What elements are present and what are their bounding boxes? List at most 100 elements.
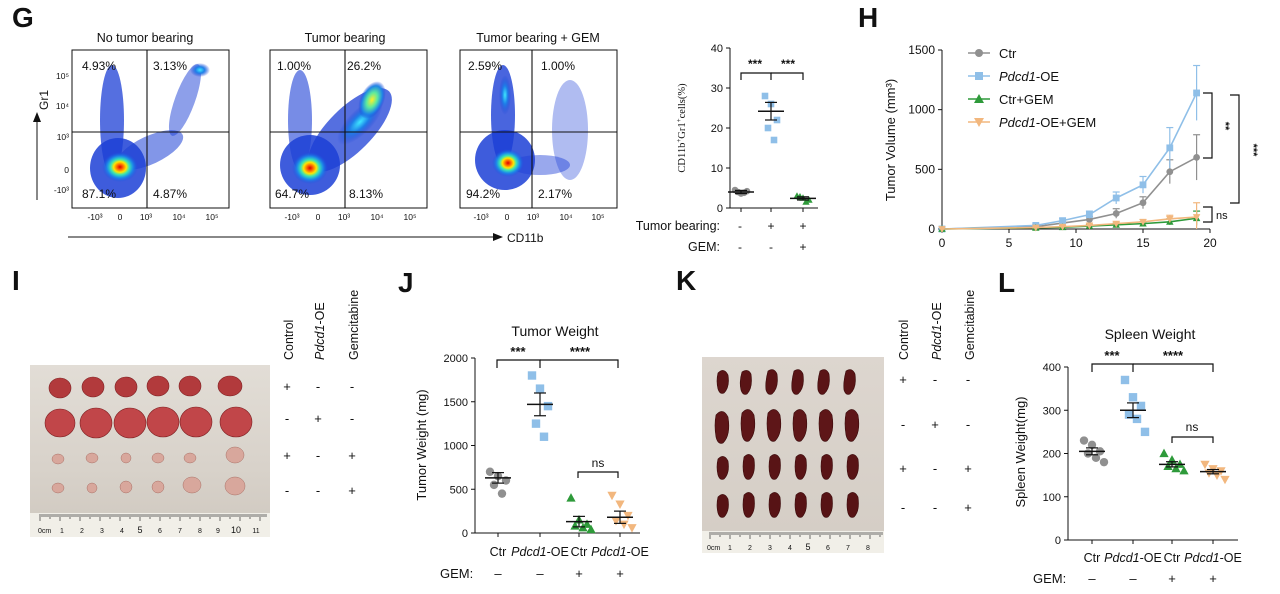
data-point	[1059, 217, 1066, 225]
spleen-photo: 0cm 1 2 3 4 5 6 7 8	[702, 357, 884, 553]
legend-ctr-gem-marker	[974, 94, 984, 103]
g-tumor-label: Tumor bearing:	[636, 219, 720, 233]
k-sign: +	[899, 461, 907, 476]
y-tick-label: 0	[717, 203, 723, 215]
h-ylabel: Tumor Volume (mm³)	[883, 79, 898, 201]
flow-quadrant-ll: 64.7%	[275, 187, 309, 201]
ruler-number: 2	[748, 545, 752, 552]
i-sign: -	[285, 411, 289, 426]
series-line	[941, 156, 1197, 230]
series-line	[941, 92, 1198, 230]
i-label-oe: Pdcd1-OE	[313, 302, 327, 360]
l-title: Spleen Weight	[1105, 326, 1196, 342]
h-sig-2: ***	[1247, 144, 1259, 158]
data-point	[1212, 471, 1222, 480]
l-xlabel-1: Ctr	[1084, 551, 1101, 565]
legend-oe-gem: Pdcd1-OE+GEM	[999, 115, 1096, 130]
flow-density	[475, 65, 588, 190]
g-gem-2: -	[769, 240, 773, 254]
flow-xtick: -10³	[473, 212, 488, 222]
data-point	[623, 511, 633, 521]
i-sign: -	[350, 411, 354, 426]
panel-letter-h: H	[858, 2, 878, 33]
flow-quadrant-ul: 2.59%	[468, 59, 502, 73]
flow-density	[280, 70, 392, 195]
flow-plot-3: Tumor bearing + GEM 2.59% 1.00% 94.2% 2.…	[459, 31, 618, 222]
spleen-row-1	[716, 369, 856, 395]
data-point	[1124, 410, 1134, 419]
data-point	[527, 371, 537, 380]
ruler-number: 7	[846, 545, 850, 552]
legend-ctr: Ctr	[999, 46, 1017, 61]
i-sign: +	[314, 411, 322, 426]
legend-ctr-gem: Ctr+GEM	[999, 92, 1054, 107]
l-xlabel-4: Pdcd1-OE	[1184, 551, 1242, 565]
flow-ytick: -10³	[54, 185, 69, 195]
h-bracket-3	[1203, 206, 1213, 223]
data-point	[627, 524, 637, 533]
flow-xtick: 0	[118, 212, 123, 222]
j-title: Tumor Weight	[511, 323, 598, 339]
y-tick-label: 10	[711, 163, 723, 175]
flow-xtick: 10⁵	[404, 212, 417, 222]
tumor-ruler-zero: 0cm	[38, 528, 51, 535]
y-tick-label: 0	[928, 222, 935, 236]
flow-y-arrowhead	[33, 112, 41, 122]
ruler-number: 11	[252, 528, 259, 535]
flow-quadrant-ur: 26.2%	[347, 59, 381, 73]
data-point	[1171, 463, 1181, 473]
data-point	[1139, 218, 1147, 226]
data-point	[1192, 214, 1201, 221]
g-gem-label: GEM:	[688, 240, 720, 254]
ruler-number: 5	[805, 542, 810, 552]
g-scatter-ylabel: CD11b+Gr1+cells(%)	[675, 83, 688, 173]
data-point	[535, 384, 545, 393]
y-tick-label: 40	[711, 43, 723, 55]
l-sig-ns: ns	[1186, 420, 1199, 434]
ruler-number: 4	[788, 545, 792, 552]
flow-quadrant-ur: 3.13%	[153, 59, 187, 73]
l-sig-2: ****	[1163, 348, 1184, 363]
flow-xtick: -10³	[284, 212, 299, 222]
data-point	[770, 136, 778, 144]
k-sign: -	[901, 500, 905, 515]
data-point	[1140, 427, 1150, 437]
g-sig-2: ***	[781, 57, 795, 71]
y-tick-label: 500	[915, 162, 935, 176]
flow-xtick: 10⁴	[172, 212, 185, 222]
y-tick-label: 1000	[908, 103, 935, 117]
data-point	[1079, 436, 1089, 445]
l-xlabel-3: Ctr	[1164, 551, 1181, 565]
l-xlabel-2: Pdcd1-OE	[1104, 551, 1162, 565]
i-photo-labels: Control Pdcd1-OE Gemcitabine + - - - + -…	[282, 290, 361, 498]
k-sign: -	[933, 500, 937, 515]
ruler-number: 9	[216, 528, 220, 535]
g-scatter-chart: CD11b+Gr1+cells(%) *** *** 0 10 20 30 40	[675, 43, 818, 215]
data-point	[1139, 181, 1147, 189]
data-point	[586, 524, 596, 534]
series-line	[941, 216, 1197, 230]
k-photo-labels: Control Pdcd1-OE Gemcitabine + - - - + -…	[897, 290, 977, 515]
flow-quadrant-lr: 8.13%	[349, 187, 383, 201]
flow-plot-1: No tumor bearing 4.93% 3.13% 87.1% 4.87%…	[54, 31, 230, 222]
k-label-control: Control	[897, 320, 911, 360]
data-point	[1132, 414, 1142, 424]
y-tick-label: 300	[1043, 405, 1061, 417]
j-gem-4: +	[616, 566, 624, 581]
tumor-photo-drawing: 0cm 1 2 3 4 5 6 7 8 9 10 11	[30, 375, 270, 537]
flow-plot-title: Tumor bearing + GEM	[476, 31, 600, 45]
g-tumor-1: -	[738, 219, 742, 233]
flow-plot-2: Tumor bearing 1.00% 26.2% 64.7% 8.13% -1…	[269, 31, 428, 222]
flow-xtick: 10⁴	[559, 212, 572, 222]
panel-letter-i: I	[12, 265, 20, 296]
l-bracket-ns	[1171, 436, 1214, 443]
i-label-gemcitabine: Gemcitabine	[347, 290, 361, 360]
x-tick-label: 5	[1006, 236, 1013, 250]
panel-letter-g: G	[12, 2, 34, 33]
flow-xtick: 0	[316, 212, 321, 222]
flow-ytick: 10³	[57, 132, 69, 142]
legend-ctr-marker	[975, 49, 983, 57]
data-point	[1086, 211, 1093, 219]
flow-xtick: 10³	[140, 212, 152, 222]
flow-xtick: 10³	[338, 212, 350, 222]
